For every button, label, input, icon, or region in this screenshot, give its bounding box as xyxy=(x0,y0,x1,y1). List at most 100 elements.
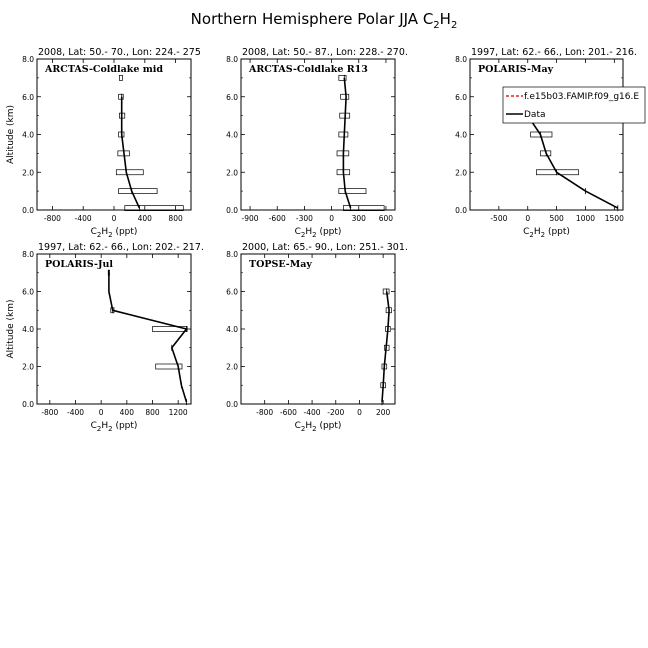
y-tick-label: 4.0 xyxy=(226,131,238,140)
legend-data-label: Data xyxy=(524,110,546,120)
plot-frame xyxy=(240,58,396,211)
x-tick-label: -400 xyxy=(75,214,92,223)
data-range-bar xyxy=(382,288,390,295)
x-tick-label: 500 xyxy=(549,214,564,223)
x-tick-label: 300 xyxy=(352,214,367,223)
panel-5: 2000, Lat: 65.- 90., Lon: 251.- 301. 0.0 2… xyxy=(226,242,408,433)
x-tick-label: 400 xyxy=(120,408,135,417)
y-tick-label: 2.0 xyxy=(455,168,467,177)
x-tick-label: -600 xyxy=(280,408,297,417)
data-range-bar xyxy=(338,75,347,81)
y-tick-label: 0.0 xyxy=(226,206,238,215)
x-tick-label: 200 xyxy=(376,408,391,417)
x-tick-label: 400 xyxy=(138,214,153,223)
panel-1: 2008, Lat: 50.- 70., Lon: 224.- 275 0.0 2.… xyxy=(6,47,201,239)
data-range-bar xyxy=(338,131,349,138)
legend-box xyxy=(502,86,646,124)
x-tick-label: -500 xyxy=(490,214,507,223)
y-tick-label: 8.0 xyxy=(226,250,238,259)
y-tick-label: 2.0 xyxy=(226,363,238,372)
x-tick-label: -400 xyxy=(304,408,321,417)
x-tick-label: 1200 xyxy=(169,408,188,417)
figure-title: Northern Hemisphere Polar JJA C2H2 xyxy=(191,10,458,31)
panel-3: 1997, Lat: 62.- 66., Lon: 201.- 216. 0.0 2… xyxy=(455,47,646,239)
y-tick-label: 4.0 xyxy=(22,325,34,334)
y-tick-label: 6.0 xyxy=(455,93,467,102)
y-tick-label: 8.0 xyxy=(22,55,34,64)
data-range-bar xyxy=(119,75,123,81)
x-tick-label: 0 xyxy=(357,408,362,417)
data-range-bar xyxy=(340,93,350,100)
y-tick-label: 6.0 xyxy=(226,288,238,297)
panel-label: POLARIS-May xyxy=(478,64,554,75)
y-axis-label: Altitude (km) xyxy=(6,105,16,164)
plot-frame xyxy=(240,253,396,405)
x-tick-label: -800 xyxy=(256,408,273,417)
panel-label: ARCTAS-Coldlake R13 xyxy=(248,64,368,75)
y-tick-label: 0.0 xyxy=(226,400,238,409)
x-tick-label: 800 xyxy=(145,408,160,417)
data-range-bar xyxy=(115,169,144,176)
y-tick-label: 2.0 xyxy=(22,363,34,372)
y-tick-label: 4.0 xyxy=(226,325,238,334)
x-axis-label: C2H2 (ppt) xyxy=(91,421,138,433)
plot-frame xyxy=(36,58,192,211)
x-tick-label: -600 xyxy=(269,214,286,223)
x-tick-label: 0 xyxy=(112,214,117,223)
panel-header: 1997, Lat: 62.- 66., Lon: 201.- 216. xyxy=(471,47,637,58)
y-tick-label: 0.0 xyxy=(22,400,34,409)
y-tick-label: 8.0 xyxy=(226,55,238,64)
x-tick-label: 0 xyxy=(329,214,334,223)
panel-label: POLARIS-Jul xyxy=(45,259,113,270)
y-tick-label: 8.0 xyxy=(455,55,467,64)
panels: 2008, Lat: 50.- 70., Lon: 224.- 275 0.0 2.… xyxy=(6,47,646,433)
y-tick-label: 0.0 xyxy=(455,206,467,215)
panel-header: 1997, Lat: 62.- 66., Lon: 202.- 217. xyxy=(38,242,204,253)
x-axis-label: C2H2 (ppt) xyxy=(91,227,138,239)
panel-label: TOPSE-May xyxy=(249,259,312,270)
panel-4: 1997, Lat: 62.- 66., Lon: 202.- 217. 0.0 2… xyxy=(6,242,204,433)
plot-frame xyxy=(469,58,624,211)
x-axis-label: C2H2 (ppt) xyxy=(523,227,570,239)
x-tick-label: 800 xyxy=(168,214,183,223)
panel-label: ARCTAS-Coldlake mid xyxy=(44,64,163,75)
panel-header: 2000, Lat: 65.- 90., Lon: 251.- 301. xyxy=(242,242,408,253)
x-tick-label: 1500 xyxy=(605,214,624,223)
data-line xyxy=(108,272,188,403)
x-tick-label: -400 xyxy=(67,408,84,417)
x-axis-label: C2H2 (ppt) xyxy=(295,227,342,239)
x-tick-label: 600 xyxy=(379,214,394,223)
x-tick-label: -300 xyxy=(296,214,313,223)
y-tick-label: 6.0 xyxy=(22,288,34,297)
x-tick-label: 1000 xyxy=(576,214,595,223)
x-axis-label: C2H2 (ppt) xyxy=(295,421,342,433)
y-tick-label: 4.0 xyxy=(22,131,34,140)
y-tick-label: 8.0 xyxy=(22,250,34,259)
x-tick-label: 0 xyxy=(525,214,530,223)
y-tick-label: 4.0 xyxy=(455,131,467,140)
x-tick-label: -800 xyxy=(41,408,58,417)
x-tick-label: -800 xyxy=(44,214,61,223)
x-tick-label: 0 xyxy=(99,408,104,417)
data-line xyxy=(342,77,352,209)
y-tick-label: 2.0 xyxy=(22,168,34,177)
y-tick-label: 6.0 xyxy=(22,93,34,102)
panel-2: 2008, Lat: 50.- 87., Lon: 228.- 270. 0.0 2… xyxy=(226,47,408,239)
x-tick-label: -900 xyxy=(242,214,259,223)
data-range-bar xyxy=(343,205,385,211)
data-range-bar xyxy=(118,188,158,194)
y-axis-label: Altitude (km) xyxy=(6,299,16,358)
y-tick-label: 0.0 xyxy=(22,206,34,215)
data-range-bar xyxy=(155,363,183,370)
panel-header: 2008, Lat: 50.- 87., Lon: 228.- 270. xyxy=(242,47,408,58)
data-range-bar xyxy=(536,169,579,176)
panel-header: 2008, Lat: 50.- 70., Lon: 224.- 275 xyxy=(38,47,201,58)
x-tick-label: -200 xyxy=(327,408,344,417)
y-tick-label: 2.0 xyxy=(226,168,238,177)
y-tick-label: 6.0 xyxy=(226,93,238,102)
data-range-bar xyxy=(124,205,184,211)
data-range-bar xyxy=(338,188,367,194)
plot-frame xyxy=(36,253,192,405)
legend-model-label: f.e15b03.FAMIP.f09_g16.E xyxy=(524,92,639,102)
